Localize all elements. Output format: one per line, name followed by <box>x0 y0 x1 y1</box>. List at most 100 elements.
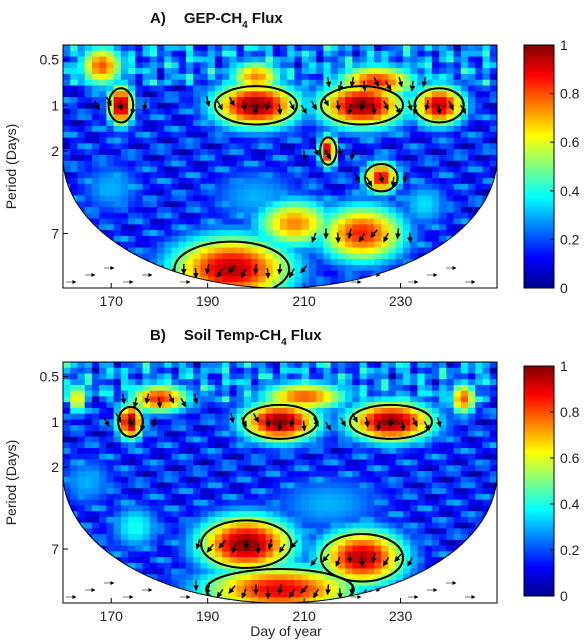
heatmap-cell <box>294 73 303 81</box>
heatmap-cell <box>178 557 187 564</box>
heatmap-cell <box>171 482 180 489</box>
heatmap-cell <box>149 488 158 495</box>
heatmap-cell <box>337 276 346 283</box>
heatmap-cell <box>135 247 144 254</box>
heatmap-cell <box>424 396 433 403</box>
heatmap-cell <box>106 230 115 237</box>
heatmap-cell <box>200 522 209 530</box>
heatmap-cell <box>193 114 202 121</box>
heatmap-cell <box>258 407 267 415</box>
heatmap-cell <box>352 45 361 52</box>
heatmap-cell <box>99 79 107 87</box>
heatmap-cell <box>243 488 252 495</box>
heatmap-cell <box>243 574 252 581</box>
heatmap-cell <box>193 448 202 455</box>
phase-arrow <box>412 104 418 115</box>
heatmap-cell <box>84 459 93 466</box>
heatmap-cell <box>84 522 93 530</box>
heatmap-cell <box>178 108 187 116</box>
heatmap-cell <box>157 453 165 461</box>
heatmap-cell <box>308 241 317 249</box>
heatmap-cell <box>214 442 223 449</box>
heatmap-cell <box>142 91 151 98</box>
heatmap-cell <box>265 253 274 260</box>
heatmap-cell <box>106 522 115 530</box>
heatmap-cell <box>468 189 476 197</box>
heatmap-cell <box>164 442 173 449</box>
heatmap-cell <box>345 102 353 110</box>
heatmap-cell <box>157 183 165 191</box>
heatmap-cell <box>431 390 440 398</box>
heatmap-cell <box>453 108 462 116</box>
heatmap-cell <box>388 539 397 547</box>
heatmap-cell <box>164 120 173 127</box>
heatmap-cell <box>113 476 122 484</box>
heatmap-cell <box>308 218 317 225</box>
heatmap-cell <box>243 235 252 243</box>
heatmap-cell <box>417 379 426 386</box>
heatmap-cell <box>236 50 245 58</box>
heatmap-cell <box>431 68 440 75</box>
heatmap-cell <box>200 390 209 398</box>
heatmap-cell <box>410 471 419 478</box>
heatmap-cell <box>316 516 324 524</box>
heatmap-cell <box>207 120 216 127</box>
heatmap-cell <box>424 448 433 455</box>
heatmap-cell <box>265 448 274 455</box>
heatmap-cell <box>207 108 216 116</box>
heatmap-cell <box>431 166 440 173</box>
heatmap-cell <box>453 499 462 507</box>
heatmap-cell <box>352 362 361 369</box>
heatmap-cell <box>84 50 93 58</box>
heatmap-cell <box>149 45 158 52</box>
heatmap-cell <box>424 201 433 208</box>
heatmap-cell <box>482 379 491 386</box>
heatmap-cell <box>171 230 180 237</box>
heatmap-cell <box>84 85 93 92</box>
heatmap-cell <box>381 253 390 260</box>
heatmap-cell <box>366 85 375 92</box>
heatmap-cell <box>446 390 455 398</box>
heatmap-cell <box>424 419 433 426</box>
heatmap-cell <box>120 448 129 455</box>
heatmap-cell <box>460 499 469 507</box>
title-subscript: 4 <box>281 337 287 348</box>
heatmap-cell <box>157 131 165 139</box>
heatmap-cell <box>316 166 324 173</box>
heatmap-cell <box>236 580 245 587</box>
heatmap-cell <box>77 172 86 179</box>
heatmap-cell <box>243 362 252 369</box>
heatmap-cell <box>366 534 375 541</box>
heatmap-cell <box>330 459 339 466</box>
heatmap-cell <box>323 50 332 58</box>
heatmap-cell <box>446 218 455 225</box>
heatmap-cell <box>63 137 71 144</box>
heatmap-cell <box>178 224 187 231</box>
heatmap-cell <box>417 108 426 116</box>
heatmap-cell <box>185 390 194 398</box>
heatmap-cell <box>222 505 230 512</box>
heatmap-cell <box>330 230 339 237</box>
heatmap-cell <box>446 402 455 409</box>
heatmap-cell <box>214 465 223 472</box>
heatmap-cell <box>301 453 310 461</box>
heatmap-cell <box>265 436 274 443</box>
heatmap-cell <box>381 149 390 156</box>
heatmap-cell <box>135 539 144 547</box>
heatmap-cell <box>410 465 419 472</box>
heatmap-cell <box>294 580 303 587</box>
heatmap-cell <box>453 453 462 461</box>
heatmap-cell <box>417 235 426 243</box>
heatmap-cell <box>366 97 375 104</box>
heatmap-cell <box>135 465 144 472</box>
heatmap-cell <box>352 476 361 484</box>
heatmap-cell <box>149 516 158 524</box>
heatmap-cell <box>395 149 404 156</box>
heatmap-cell <box>287 562 296 570</box>
heatmap-cell <box>164 73 173 81</box>
heatmap-cell <box>374 539 382 547</box>
heatmap-cell <box>417 528 426 535</box>
heatmap-cell <box>157 45 165 52</box>
heatmap-cell <box>258 108 267 116</box>
heatmap-cell <box>388 189 397 197</box>
